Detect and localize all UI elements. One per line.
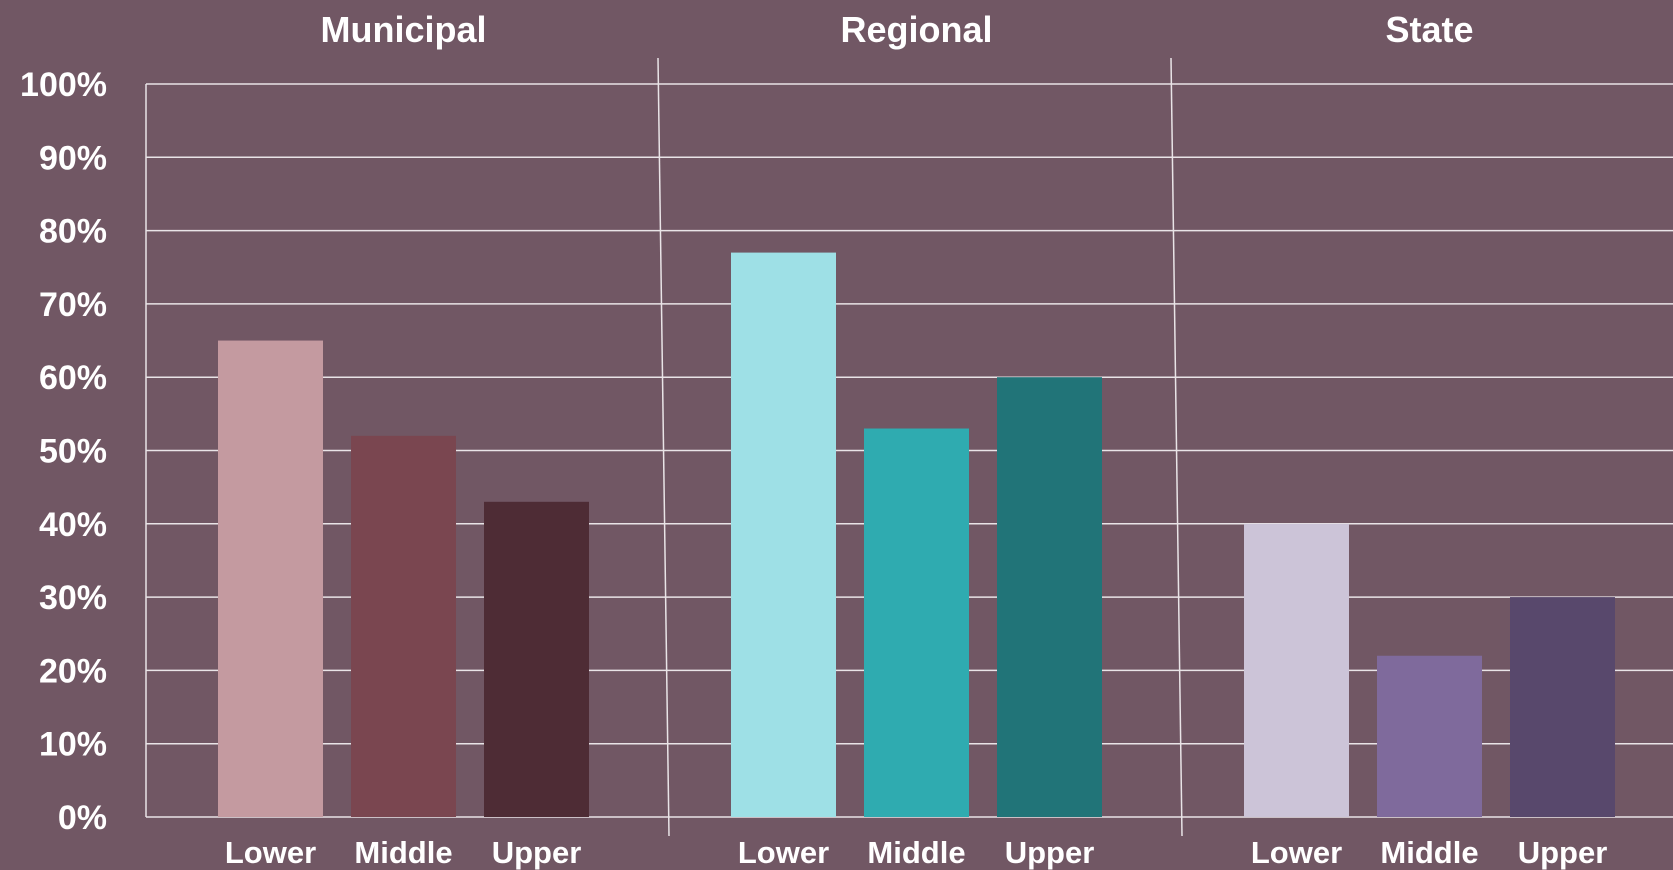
x-category-label: Middle	[354, 835, 452, 870]
y-tick-label: 30%	[39, 579, 107, 617]
y-tick-label: 10%	[39, 726, 107, 764]
panel-title: Regional	[840, 9, 992, 50]
panel-divider	[657, 57, 670, 837]
x-category-label: Upper	[1005, 835, 1095, 870]
y-tick-label: 40%	[39, 506, 107, 544]
bar-municipal-middle	[351, 435, 456, 817]
x-category-label: Lower	[225, 835, 316, 870]
panel-divider	[1170, 57, 1183, 837]
y-tick-label: 0%	[58, 799, 107, 837]
x-category-label: Lower	[1251, 835, 1342, 870]
bar-municipal-lower	[218, 340, 323, 817]
bar-regional-lower	[731, 252, 836, 818]
y-tick-label: 90%	[39, 139, 107, 177]
y-tick-label: 80%	[39, 213, 107, 251]
bar-regional-middle	[864, 428, 969, 817]
x-category-label: Lower	[738, 835, 829, 870]
y-tick-label: 100%	[20, 66, 107, 104]
labels: Municipal Lower Middle Upper Regional Lower Mi…	[225, 9, 1607, 870]
x-category-label: Upper	[492, 835, 582, 870]
bar-municipal-upper	[484, 501, 589, 817]
bar-state-lower	[1244, 523, 1349, 817]
y-tick-label: 20%	[39, 652, 107, 690]
x-category-label: Middle	[1380, 835, 1478, 870]
bars	[218, 252, 1615, 818]
bar-state-middle	[1377, 655, 1482, 817]
bar-state-upper	[1510, 597, 1615, 817]
x-category-label: Middle	[867, 835, 965, 870]
panel-title: Municipal	[320, 9, 486, 50]
y-axis: 0% 10% 20% 30% 40% 50% 60% 70% 80% 90% 100%	[20, 66, 107, 837]
y-tick-label: 70%	[39, 286, 107, 324]
y-tick-label: 50%	[39, 433, 107, 471]
x-category-label: Upper	[1518, 835, 1608, 870]
bar-regional-upper	[997, 377, 1102, 817]
y-tick-label: 60%	[39, 359, 107, 397]
panel-dividers	[657, 57, 1183, 837]
panel-title: State	[1385, 9, 1473, 50]
